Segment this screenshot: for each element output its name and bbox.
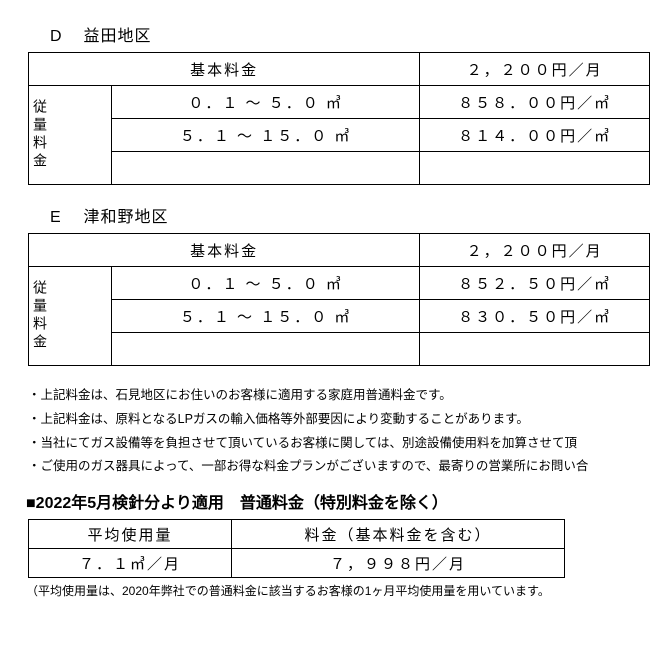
average-table: 平均使用量 料金（基本料金を含む） ７．１㎥／月 ７，９９８円／月: [28, 519, 565, 578]
price-cell: ８５２．５０円／㎥: [420, 267, 650, 300]
avg-head-usage: 平均使用量: [29, 520, 232, 549]
section-e-title: E 津和野地区: [50, 203, 650, 227]
avg-val-usage: ７．１㎥／月: [29, 549, 232, 578]
price-cell: ８３０．５０円／㎥: [420, 300, 650, 333]
price-cell: [420, 152, 650, 185]
avg-val-price: ７，９９８円／月: [232, 549, 565, 578]
base-label: 基本料金: [29, 234, 420, 267]
price-cell: [420, 333, 650, 366]
section-e-code: E: [50, 209, 78, 227]
range-cell: [112, 152, 420, 185]
price-cell: ８５８．００円／㎥: [420, 86, 650, 119]
range-cell: ０．１ ～ ５．０ ㎥: [112, 267, 420, 300]
usage-label: 従量料金: [30, 95, 50, 175]
footnote: （平均使用量は、2020年弊社での普通料金に該当するお客様の1ヶ月平均使用量を用…: [26, 582, 650, 599]
base-label: 基本料金: [29, 53, 420, 86]
range-cell: ０．１ ～ ５．０ ㎥: [112, 86, 420, 119]
rate-table-d: 基本料金 ２，２００円／月 従量料金 ０．１ ～ ５．０ ㎥ ８５８．００円／㎥…: [28, 52, 650, 185]
avg-head-price: 料金（基本料金を含む）: [232, 520, 565, 549]
rate-table-e: 基本料金 ２，２００円／月 従量料金 ０．１ ～ ５．０ ㎥ ８５２．５０円／㎥…: [28, 233, 650, 366]
note-line: ・当社にてガス設備等を負担させて頂いているお客様に関しては、別途設備使用料を加算…: [28, 432, 650, 456]
section-d-code: D: [50, 28, 78, 46]
range-cell: ５．１ ～ １５．０ ㎥: [112, 300, 420, 333]
range-cell: [112, 333, 420, 366]
range-cell: ５．１ ～ １５．０ ㎥: [112, 119, 420, 152]
base-price: ２，２００円／月: [420, 234, 650, 267]
applied-heading: ■2022年5月検針分より適用 普通料金（特別料金を除く）: [26, 489, 650, 513]
notes-block: ・上記料金は、石見地区にお住いのお客様に適用する家庭用普通料金です。 ・上記料金…: [28, 384, 650, 479]
note-line: ・上記料金は、石見地区にお住いのお客様に適用する家庭用普通料金です。: [28, 384, 650, 408]
base-price: ２，２００円／月: [420, 53, 650, 86]
note-line: ・上記料金は、原料となるLPガスの輸入価格等外部要因により変動することがあります…: [28, 408, 650, 432]
section-d-name: 益田地区: [83, 28, 151, 45]
note-line: ・ご使用のガス器具によって、一部お得な料金プランがございますので、最寄りの営業所…: [28, 455, 650, 479]
section-e-name: 津和野地区: [83, 209, 168, 226]
usage-label: 従量料金: [30, 276, 50, 356]
section-d-title: D 益田地区: [50, 22, 650, 46]
price-cell: ８１４．００円／㎥: [420, 119, 650, 152]
